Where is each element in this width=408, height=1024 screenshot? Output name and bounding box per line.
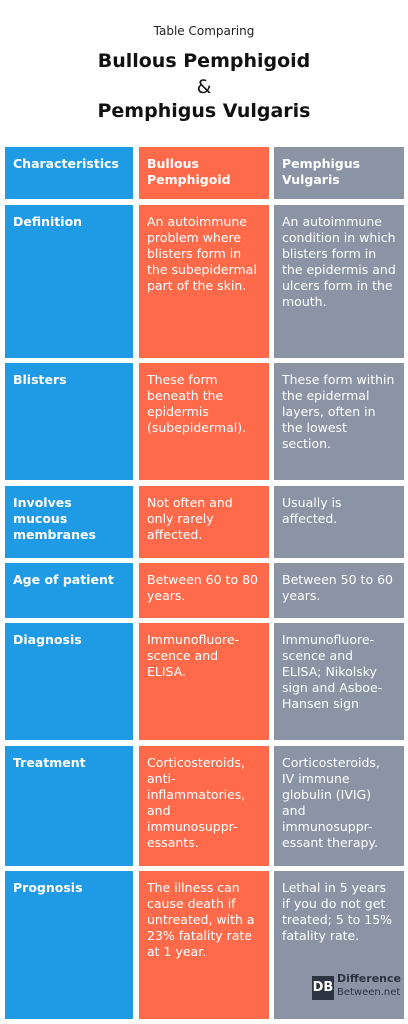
row-label-age: Age of patient (5, 563, 133, 618)
bp-diagnosis: Immunofluore-scence and ELISA. (139, 623, 269, 740)
difference-between-logo: DB Difference Between.net (312, 970, 406, 1010)
bp-blisters: These form beneath the epidermis (subepi… (139, 363, 269, 480)
pv-prognosis: Lethal in 5 years if you do not get trea… (274, 871, 404, 1019)
row-label-prognosis: Prognosis (5, 871, 133, 1019)
column-header-pemphigus-vulgaris: Pemphigus Vulgaris (274, 147, 404, 199)
bp-treatment: Corticosteroids, anti-inflammatories, an… (139, 746, 269, 866)
column-header-bullous-pemphigoid: Bullous Pemphigoid (139, 147, 269, 199)
column-header-characteristics: Characteristics (5, 147, 133, 199)
bp-mucous-membranes: Not often and only rarely affected. (139, 486, 269, 558)
bp-definition: An autoimmune problem where blisters for… (139, 205, 269, 358)
row-label-definition: Definition (5, 205, 133, 358)
bp-age: Between 60 to 80 years. (139, 563, 269, 618)
title-bullous-pemphigoid: Bullous Pemphigoid (97, 50, 311, 72)
logo-line1: Difference (337, 972, 401, 985)
row-label-blisters: Blisters (5, 363, 133, 480)
row-label-treatment: Treatment (5, 746, 133, 866)
logo-line2: Between.net (337, 987, 401, 998)
subtitle: Table Comparing (153, 24, 255, 38)
row-label-mucous-membranes: Involves mucous membranes (5, 486, 133, 558)
pv-definition: An autoimmune condition in which blister… (274, 205, 404, 358)
pv-blisters: These form within the epidermal layers, … (274, 363, 404, 480)
ampersand: & (196, 76, 212, 98)
pv-age: Between 50 to 60 years. (274, 563, 404, 618)
pv-treatment: Corticosteroids, IV immune globulin (IVI… (274, 746, 404, 866)
pv-mucous-membranes: Usually is affected. (274, 486, 404, 558)
logo-mark: DB (312, 976, 334, 1000)
title-pemphigus-vulgaris: Pemphigus Vulgaris (97, 100, 311, 122)
row-label-diagnosis: Diagnosis (5, 623, 133, 740)
pv-diagnosis: Immunofluore-scence and ELISA; Nikolsky … (274, 623, 404, 740)
bp-prognosis: The illness can cause death if untreated… (139, 871, 269, 1019)
